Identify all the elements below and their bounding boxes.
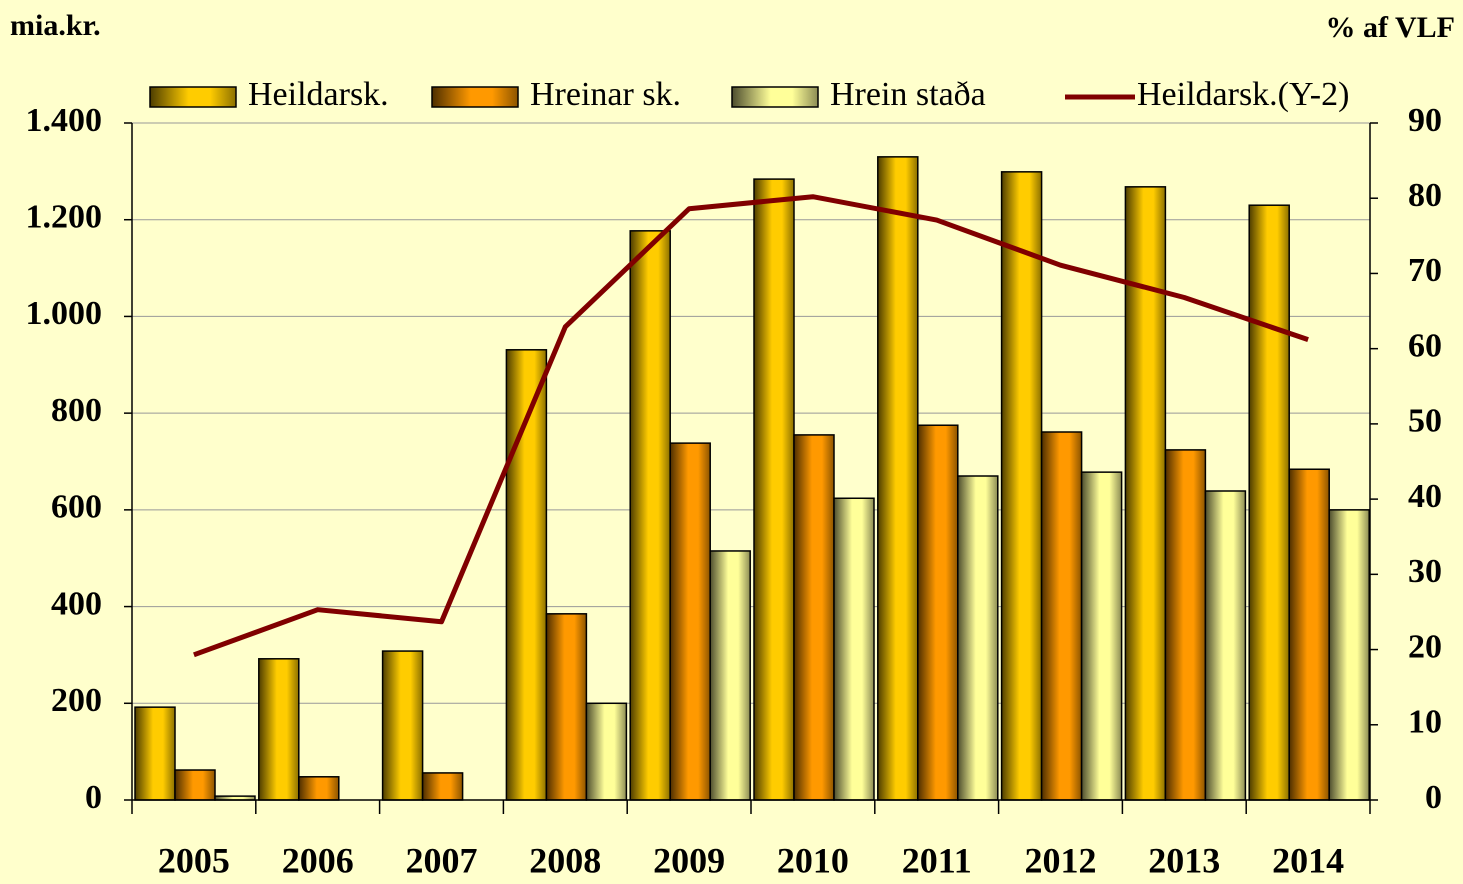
y-tick-label: 800 [51, 392, 102, 429]
legend-label: Heildarsk.(Y-2) [1137, 76, 1349, 113]
y2-tick-label: 30 [1408, 553, 1442, 590]
bar [709, 550, 751, 801]
y-tick-label: 600 [51, 489, 102, 526]
y2-tick-label: 0 [1425, 779, 1442, 816]
x-tick-label: 2009 [653, 840, 725, 880]
y2-tick-label: 40 [1408, 478, 1442, 515]
bar [545, 613, 588, 801]
legend-swatch [431, 86, 519, 108]
y2-tick-label: 90 [1408, 102, 1442, 139]
x-tick-label: 2010 [777, 840, 849, 880]
x-tick-label: 2008 [529, 840, 601, 880]
x-tick-label: 2007 [406, 840, 478, 880]
legend-swatch [149, 86, 237, 108]
y2-tick-label: 60 [1408, 327, 1442, 364]
bar [1248, 204, 1290, 801]
y-tick-label: 1.200 [26, 199, 103, 236]
bar [753, 178, 795, 801]
y-tick-label: 1.400 [26, 102, 103, 139]
bar [833, 497, 875, 801]
y2-tick-label: 50 [1408, 403, 1442, 440]
bar [1288, 468, 1330, 801]
bar [258, 658, 300, 801]
y2-tick-label: 20 [1408, 628, 1442, 665]
legend-label: Heildarsk. [248, 76, 389, 113]
y-tick-label: 1.000 [26, 295, 103, 332]
y-tick-label: 0 [85, 779, 102, 816]
x-tick-label: 2013 [1148, 840, 1220, 880]
bar [1328, 509, 1370, 801]
bar [174, 769, 216, 801]
y-axis-title: mia.kr. [10, 9, 101, 42]
bar [1124, 186, 1167, 801]
bar [134, 706, 176, 801]
bar [421, 772, 464, 801]
bar [1164, 449, 1207, 801]
y2-tick-label: 70 [1408, 252, 1442, 289]
bar [585, 702, 628, 801]
y2-tick-label: 10 [1408, 704, 1442, 741]
y-tick-label: 400 [51, 585, 102, 622]
bar [793, 434, 835, 801]
x-tick-label: 2014 [1272, 840, 1344, 880]
legend-label: Hrein staða [830, 76, 986, 113]
line [193, 194, 1309, 658]
bar [877, 156, 919, 801]
bar [381, 650, 424, 801]
x-tick-label: 2006 [282, 840, 354, 880]
y2-tick-label: 80 [1408, 177, 1442, 214]
bar [629, 230, 671, 801]
bar [669, 442, 711, 801]
bar [1000, 171, 1043, 801]
bar [1080, 471, 1123, 801]
x-tick-label: 2011 [902, 840, 972, 880]
legend-swatch [731, 86, 819, 108]
bar [298, 776, 340, 801]
bar [917, 424, 959, 801]
x-tick-label: 2005 [158, 840, 230, 880]
y-tick-label: 200 [51, 682, 102, 719]
bar [1040, 431, 1083, 801]
x-tick-label: 2012 [1025, 840, 1097, 880]
bar [1204, 490, 1247, 801]
y2-axis-title: % af VLF [1326, 11, 1455, 44]
legend-label: Hreinar sk. [530, 76, 681, 113]
bar [957, 475, 999, 801]
